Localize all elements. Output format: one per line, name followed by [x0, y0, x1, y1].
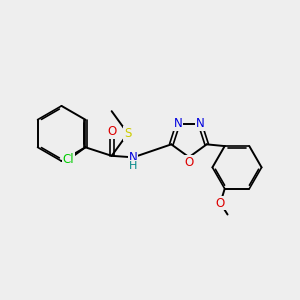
Text: O: O [216, 196, 225, 210]
Text: O: O [107, 125, 116, 138]
Text: N: N [196, 117, 204, 130]
Text: Cl: Cl [63, 153, 74, 166]
Text: O: O [184, 156, 194, 169]
Text: N: N [129, 151, 138, 164]
Text: N: N [174, 117, 182, 130]
Text: H: H [129, 161, 137, 171]
Text: S: S [124, 127, 132, 140]
